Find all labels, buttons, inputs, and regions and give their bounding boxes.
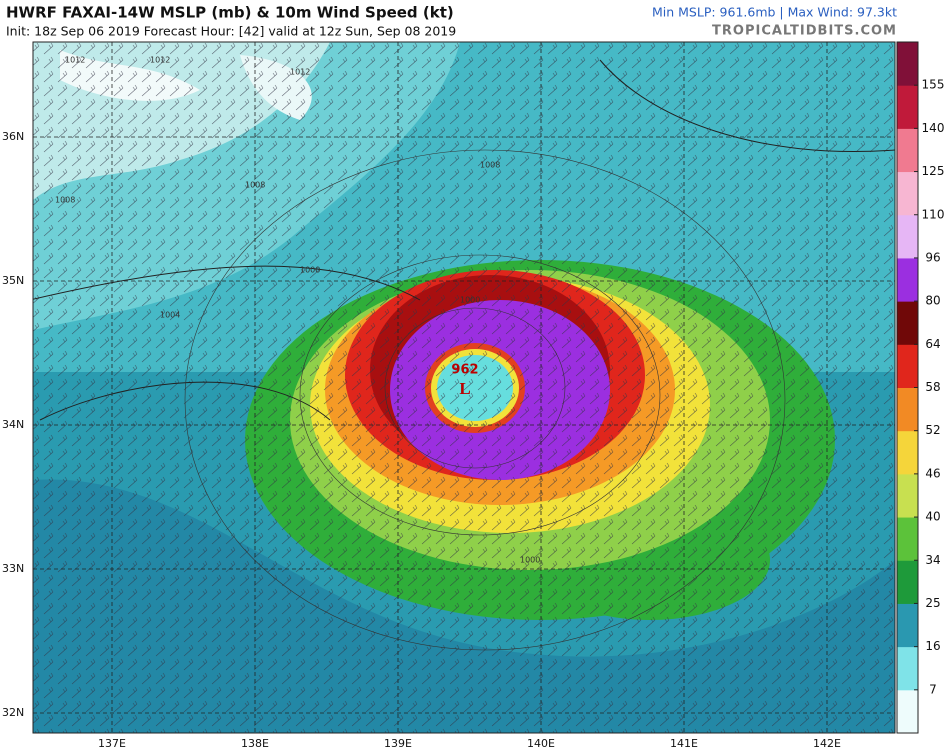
lon-label: 139E <box>384 737 412 750</box>
colorbar-segment <box>897 430 918 475</box>
colorbar-label: 110 <box>922 207 945 221</box>
subtitle: Init: 18z Sep 06 2019 Forecast Hour: [42… <box>6 24 456 39</box>
colorbar-segment <box>897 517 918 561</box>
colorbar-label: 7 <box>929 682 937 696</box>
lat-label: 36N <box>2 130 24 143</box>
colorbar-segment <box>897 85 918 129</box>
lon-label: 138E <box>241 737 269 750</box>
colorbar-segment <box>897 214 918 259</box>
colorbar-segment <box>897 171 918 216</box>
lat-label: 34N <box>2 418 24 431</box>
colorbar-label: 34 <box>925 553 940 567</box>
lat-label: 35N <box>2 274 24 287</box>
lon-label: 141E <box>670 737 698 750</box>
isobar-label: 1000 <box>460 296 480 305</box>
colorbar-label: 46 <box>925 466 940 480</box>
colorbar-label: 96 <box>925 250 940 264</box>
isobar-label: 1008 <box>245 181 265 190</box>
lon-label: 140E <box>527 737 555 750</box>
colorbar-segment <box>897 689 918 734</box>
lat-label: 32N <box>2 706 24 719</box>
colorbar-segment <box>897 646 918 691</box>
colorbar-label: 155 <box>922 78 945 92</box>
colorbar-segment <box>897 301 918 345</box>
map-frame <box>32 41 896 734</box>
colorbar-segment <box>897 473 918 518</box>
colorbar-segment <box>897 560 918 604</box>
lon-label: 137E <box>98 737 126 750</box>
isobar-label: 1008 <box>480 161 500 170</box>
colorbar-label: 64 <box>925 337 940 351</box>
colorbar-segment <box>897 344 918 388</box>
title: HWRF FAXAI-14W MSLP (mb) & 10m Wind Spee… <box>6 4 454 22</box>
colorbar-label: 25 <box>925 596 940 610</box>
map-field <box>33 42 895 733</box>
isobar-label: 1000 <box>520 556 540 565</box>
isobar-label: 1008 <box>55 196 75 205</box>
pressure-label: 962 <box>451 363 478 378</box>
colorbar-frame <box>896 41 919 734</box>
stats: Min MSLP: 961.6mb | Max Wind: 97.3kt <box>652 5 897 20</box>
colorbar-segment <box>897 387 918 432</box>
colorbar: 7 16 25 34 40 46 52 58 64 80 96 110 125 140 155 <box>896 41 945 734</box>
colorbar-label: 140 <box>922 121 945 135</box>
isobar-label: 1012 <box>290 68 310 77</box>
colorbar-label: 40 <box>925 510 940 524</box>
isobar-label: 1012 <box>150 56 170 65</box>
isobar-label: 1004 <box>160 311 180 320</box>
site: TROPICALTIDBITS.COM <box>712 24 897 39</box>
colorbar-label: 52 <box>925 423 940 437</box>
lat-label: 33N <box>2 562 24 575</box>
colorbar-segment <box>897 257 918 302</box>
isobar-label: 1000 <box>300 266 320 275</box>
low-marker: L <box>459 379 470 398</box>
colorbar-label: 58 <box>925 380 940 394</box>
graticule: 36N 35N 34N 33N 32N 137E 138E 139E 140E 141E 142E 1… <box>2 42 895 750</box>
colorbar-label: 80 <box>925 294 940 308</box>
colorbar-segment <box>897 128 918 173</box>
colorbar-label: 16 <box>925 639 940 653</box>
colorbar-segment <box>897 603 918 648</box>
lon-label: 142E <box>813 737 841 750</box>
colorbar-label: 125 <box>922 164 945 178</box>
colorbar-segment <box>897 42 918 86</box>
isobar-label: 1012 <box>65 56 85 65</box>
